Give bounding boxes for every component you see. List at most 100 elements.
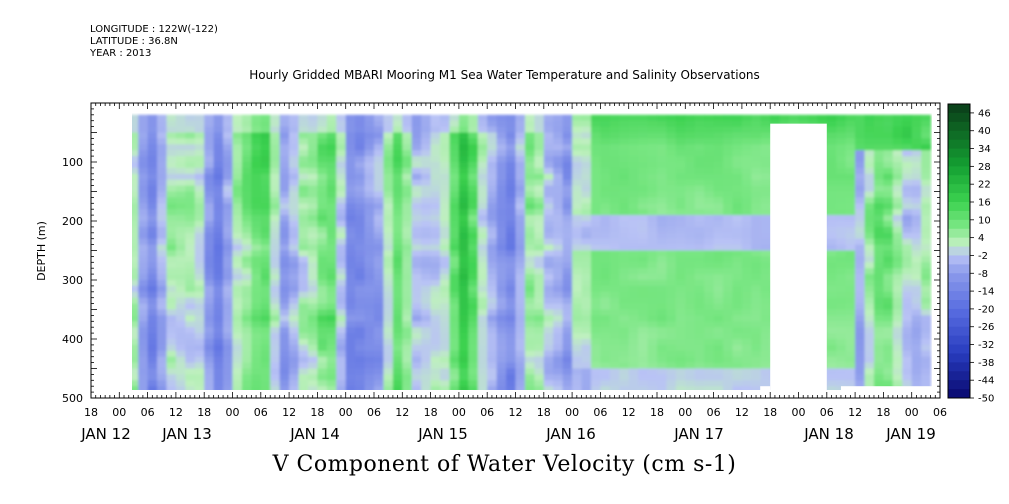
heatmap-cell: [524, 315, 535, 322]
heatmap-cell: [902, 209, 913, 216]
heatmap-cell: [534, 179, 545, 187]
heatmap-cell: [666, 132, 677, 139]
heatmap-cell: [223, 274, 234, 281]
heatmap-cell: [638, 221, 649, 228]
heatmap-cell: [609, 268, 620, 275]
heatmap-cell: [562, 386, 573, 390]
heatmap-cell: [487, 132, 498, 139]
heatmap-cell: [506, 232, 517, 240]
heatmap-cell: [515, 386, 526, 390]
heatmap-cell: [619, 380, 630, 387]
heatmap-cell: [524, 244, 535, 252]
heatmap-cell: [458, 315, 469, 322]
heatmap-cell: [421, 244, 432, 252]
heatmap-cell: [600, 262, 611, 269]
heatmap-cell: [911, 344, 922, 352]
heatmap-cell: [732, 232, 743, 240]
heatmap-cell: [506, 221, 517, 228]
heatmap-cell: [572, 150, 583, 157]
heatmap-cell: [260, 339, 271, 346]
heatmap-cell: [694, 303, 705, 311]
heatmap-cell: [317, 132, 328, 139]
heatmap-cell: [638, 144, 649, 151]
heatmap-cell: [581, 297, 592, 305]
heatmap-cell: [147, 150, 158, 157]
heatmap-cell: [440, 333, 451, 340]
heatmap-cell: [921, 144, 932, 151]
heatmap-cell: [364, 327, 375, 334]
heatmap-cell: [374, 191, 385, 198]
heatmap-cell: [619, 350, 630, 358]
heatmap-cell: [581, 150, 592, 157]
heatmap-cell: [902, 232, 913, 240]
heatmap-cell: [270, 185, 281, 193]
heatmap-cell: [864, 297, 875, 305]
x-tick-label: 06: [933, 406, 947, 419]
heatmap-cell: [496, 132, 507, 139]
heatmap-cell: [279, 138, 290, 145]
heatmap-cell: [279, 344, 290, 352]
x-tick-label: 00: [565, 406, 579, 419]
heatmap-cell: [562, 303, 573, 311]
heatmap-cell: [270, 162, 281, 169]
heatmap-cell: [826, 280, 837, 287]
heatmap-cell: [279, 327, 290, 334]
heatmap-cell: [543, 156, 554, 163]
heatmap-cell: [562, 327, 573, 334]
heatmap-cell: [213, 144, 224, 151]
heatmap-cell: [911, 339, 922, 346]
heatmap-cell: [590, 362, 601, 370]
heatmap-cell: [279, 156, 290, 163]
heatmap-cell: [826, 226, 837, 234]
heatmap-cell: [147, 250, 158, 257]
heatmap-cell: [326, 356, 337, 364]
heatmap-cell: [892, 167, 903, 175]
heatmap-cell: [307, 144, 318, 151]
heatmap-cell: [251, 167, 262, 175]
heatmap-cell: [506, 280, 517, 287]
y-axis-label: DEPTH (m): [35, 221, 48, 281]
heatmap-cell: [638, 179, 649, 187]
heatmap-cell: [355, 179, 366, 187]
heatmap-cell: [204, 167, 215, 175]
x-date-label: JAN 16: [545, 425, 596, 443]
heatmap-cell: [138, 244, 149, 252]
heatmap-cell: [298, 114, 309, 122]
heatmap-cell: [675, 132, 686, 139]
heatmap-cell: [336, 380, 347, 387]
heatmap-cell: [675, 250, 686, 257]
heatmap-cell: [487, 309, 498, 316]
heatmap-cell: [430, 167, 441, 175]
heatmap-cell: [449, 250, 460, 257]
y-tick-label: 100: [62, 156, 83, 169]
heatmap-cell: [732, 362, 743, 370]
heatmap-cell: [666, 215, 677, 222]
heatmap-cell: [732, 256, 743, 263]
heatmap-cell: [213, 238, 224, 246]
heatmap-cell: [458, 285, 469, 293]
heatmap-cell: [223, 333, 234, 340]
heatmap-cell: [562, 339, 573, 346]
heatmap-cell: [147, 291, 158, 299]
heatmap-cell: [921, 132, 932, 139]
heatmap-cell: [468, 315, 479, 322]
heatmap-cell: [534, 297, 545, 305]
heatmap-cell: [723, 339, 734, 346]
x-tick-label: 18: [84, 406, 98, 419]
heatmap-cell: [619, 256, 630, 263]
heatmap-cell: [590, 167, 601, 175]
heatmap-cell: [619, 339, 630, 346]
heatmap-cell: [760, 327, 771, 334]
heatmap-cell: [675, 150, 686, 157]
heatmap-cell: [534, 167, 545, 175]
heatmap-cell: [845, 250, 856, 257]
heatmap-cell: [704, 321, 715, 328]
heatmap-cell: [194, 114, 205, 122]
heatmap-cell: [194, 150, 205, 157]
heatmap-cell: [647, 262, 658, 269]
heatmap-cell: [760, 179, 771, 187]
heatmap-cell: [515, 380, 526, 387]
heatmap-cell: [326, 333, 337, 340]
heatmap-cell: [911, 144, 922, 151]
heatmap-cell: [553, 197, 564, 204]
